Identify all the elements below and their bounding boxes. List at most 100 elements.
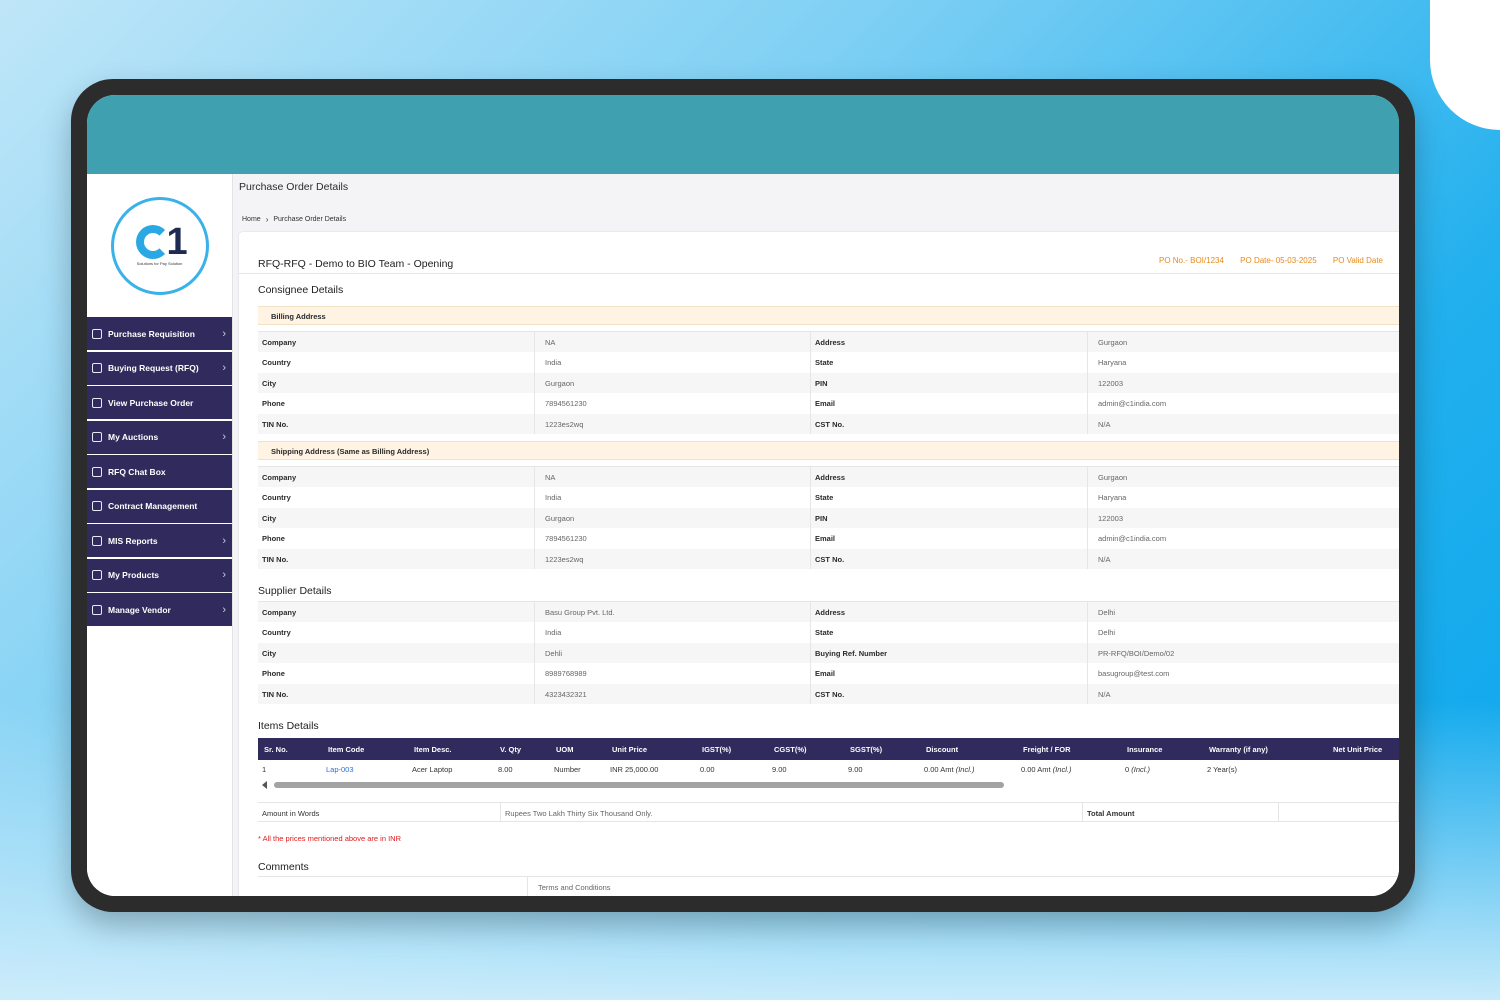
- list-icon: [92, 397, 102, 408]
- column-header[interactable]: Item Code: [322, 738, 408, 760]
- field-label: Country: [258, 352, 535, 373]
- table-row: Company NA Address Gurgaon: [258, 332, 1399, 353]
- tablet-frame: 1 Solutions for Pay Solution Purchase Re…: [71, 79, 1415, 912]
- table-cell: [1327, 760, 1399, 778]
- cell-text: 2 Year(s): [1207, 764, 1238, 774]
- report-icon: [92, 535, 102, 546]
- po-number: PO No.- BOI/1234: [1159, 256, 1224, 265]
- po-valid-date: PO Valid Date: [1332, 256, 1383, 265]
- field-label: TIN No.: [258, 413, 535, 434]
- field-label: State: [811, 487, 1088, 508]
- table-cell: 0 (Incl.): [1121, 760, 1203, 778]
- field-label: CST No.: [811, 413, 1088, 434]
- terms-row: Terms and Conditions: [258, 876, 1399, 896]
- table-row: TIN No. 1223es2wq CST No. N/A: [258, 413, 1399, 434]
- column-header[interactable]: Discount: [920, 738, 1017, 760]
- sidebar-item-2[interactable]: View Purchase Order: [87, 386, 232, 419]
- sidebar-item-0[interactable]: Purchase Requisition ›: [87, 317, 232, 350]
- field-value: Delhi: [1098, 608, 1116, 617]
- field-label: Buying Ref. Number: [811, 642, 1088, 664]
- table-row: Country India State Delhi: [258, 622, 1399, 643]
- company-logo[interactable]: 1 Solutions for Pay Solution: [110, 196, 209, 295]
- scroll-thumb[interactable]: [274, 782, 1004, 788]
- field-value: NA: [535, 332, 811, 353]
- logo-c-shape: [135, 225, 170, 259]
- sidebar-item-8[interactable]: Manage Vendor ›: [87, 593, 232, 626]
- items-header-row: Sr. No. Item Code Item Desc. V. Qty UOM Unit …: [258, 738, 1399, 760]
- table-cell: 2 Year(s): [1203, 760, 1327, 778]
- breadcrumb-home[interactable]: Home: [242, 216, 261, 223]
- logo-tagline: Solutions for Pay Solution: [136, 261, 183, 266]
- horizontal-scrollbar[interactable]: [258, 780, 1399, 790]
- sidebar-item-3[interactable]: My Auctions ›: [87, 420, 232, 454]
- field-label: PIN: [811, 372, 1088, 394]
- sidebar-item-4[interactable]: RFQ Chat Box: [87, 455, 232, 488]
- field-label: Address: [811, 602, 1088, 623]
- table-row: TIN No. 4323432321 CST No. N/A: [258, 683, 1399, 704]
- field-label: Email: [811, 663, 1088, 684]
- column-header[interactable]: Net Unit Price: [1327, 738, 1399, 760]
- field-label: Country: [258, 487, 535, 508]
- field-value: Gurgaon: [535, 507, 811, 529]
- column-header[interactable]: SGST(%): [844, 738, 920, 760]
- column-header[interactable]: Warranty (if any): [1203, 738, 1327, 760]
- sidebar-item-label: MIS Reports: [108, 535, 158, 546]
- field-label: Address: [811, 467, 1088, 488]
- cell-text: 0.00 Amt: [924, 764, 954, 774]
- cell-text: 0.00: [700, 764, 715, 774]
- field-value: India: [535, 622, 811, 643]
- cell-text: Number: [554, 764, 581, 774]
- cell-text: 9.00: [848, 764, 863, 774]
- sidebar-item-1[interactable]: Buying Request (RFQ) ›: [87, 351, 232, 385]
- table-cell[interactable]: Lap-003: [322, 760, 408, 778]
- field-value: Dehli: [535, 642, 811, 664]
- table-row: Company NA Address Gurgaon: [258, 467, 1399, 488]
- column-header[interactable]: Insurance: [1121, 738, 1203, 760]
- column-header[interactable]: V. Qty: [494, 738, 550, 760]
- field-label: CST No.: [811, 683, 1088, 704]
- chevron-right-icon: ›: [222, 431, 226, 443]
- breadcrumb-current: Purchase Order Details: [273, 216, 347, 223]
- scroll-left-icon[interactable]: [262, 781, 267, 789]
- field-value: Delhi: [1098, 628, 1116, 638]
- sidebar-item-5[interactable]: Contract Management: [87, 489, 232, 523]
- field-value: Gurgaon: [535, 372, 811, 394]
- consignee-title: Consignee Details: [258, 284, 344, 296]
- po-details-card: RFQ-RFQ - Demo to BIO Team - Opening PO …: [239, 232, 1399, 896]
- field-label: Email: [811, 528, 1088, 549]
- field-label: City: [258, 507, 535, 529]
- sidebar-item-7[interactable]: My Products ›: [87, 558, 232, 592]
- field-label: TIN No.: [258, 548, 535, 569]
- cell-text: 0.00 Amt: [1021, 764, 1051, 774]
- table-cell: Number: [550, 760, 606, 778]
- breadcrumb: Home › Purchase Order Details: [242, 215, 346, 224]
- field-value: PR-RFQ/BOI/Demo/02: [1098, 648, 1175, 658]
- sidebar-item-6[interactable]: MIS Reports ›: [87, 524, 232, 557]
- items-title: Items Details: [258, 720, 319, 732]
- column-header[interactable]: Item Desc.: [408, 738, 494, 760]
- chevron-right-icon: ›: [265, 215, 269, 224]
- gavel-icon: [92, 432, 102, 442]
- field-label: Phone: [258, 663, 535, 684]
- table-cell: 8.00: [494, 760, 550, 778]
- column-header[interactable]: Sr. No.: [258, 738, 322, 760]
- column-header[interactable]: Freight / FOR: [1017, 738, 1121, 760]
- sidebar-item-label: View Purchase Order: [108, 397, 194, 408]
- logo-mark: 1: [135, 223, 188, 261]
- item-code-link[interactable]: Lap-003: [326, 764, 354, 774]
- chevron-right-icon: ›: [222, 534, 226, 547]
- sidebar-item-label: Contract Management: [108, 501, 198, 511]
- cell-text: Acer Laptop: [412, 764, 453, 774]
- column-header[interactable]: UOM: [550, 738, 606, 760]
- terms-left-cell: [258, 877, 528, 896]
- column-header[interactable]: CGST(%): [768, 738, 844, 760]
- column-header[interactable]: Unit Price: [606, 738, 696, 760]
- document-icon: [92, 328, 102, 339]
- comments-title: Comments: [258, 861, 309, 873]
- sidebar-item-label: Buying Request (RFQ): [108, 363, 199, 373]
- column-header[interactable]: IGST(%): [696, 738, 768, 760]
- field-value: 4323432321: [535, 683, 811, 704]
- items-table: Sr. No. Item Code Item Desc. V. Qty UOM Unit …: [258, 738, 1399, 778]
- chevron-right-icon: ›: [222, 362, 226, 374]
- logo-area: 1 Solutions for Pay Solution: [87, 174, 232, 317]
